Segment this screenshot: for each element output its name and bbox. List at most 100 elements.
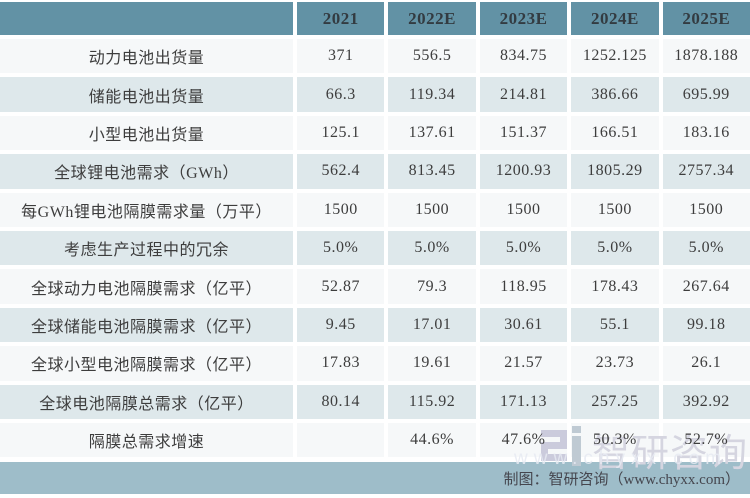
value-cell: 556.5: [388, 39, 476, 74]
row-label-text: 全球锂电池需求（GWh）: [54, 165, 239, 183]
value-cell-text: 834.75: [499, 47, 547, 65]
header-empty-cell: [0, 2, 293, 35]
value-cell: 55.1: [571, 307, 659, 343]
row-label-text: 全球电池隔膜总需求（亿平）: [39, 395, 254, 413]
value-cell: 695.99: [662, 77, 750, 112]
header-cell-2021: 2021: [297, 2, 385, 35]
value-cell: 1500: [479, 192, 568, 227]
value-cell: 5.0%: [479, 230, 568, 266]
value-cell: 257.25: [571, 384, 659, 419]
value-cell: 2757.34: [662, 154, 750, 189]
value-cell: 813.45: [388, 154, 476, 189]
value-cell-text: 695.99: [682, 85, 730, 103]
header-cell-2021-text: 2021: [322, 8, 359, 28]
row-label: 储能电池出货量: [0, 77, 293, 112]
value-cell-text: 171.13: [499, 392, 547, 410]
value-cell-text: 214.81: [499, 85, 547, 103]
value-cell-text: 44.6%: [410, 431, 454, 449]
header-cell-2023E: 2023E: [479, 2, 568, 35]
value-cell-text: 9.45: [325, 315, 356, 333]
value-cell: 50.3%: [571, 422, 659, 458]
value-cell: 66.3: [297, 77, 385, 112]
value-cell: 19.61: [388, 346, 476, 381]
value-cell: 9.45: [297, 307, 385, 343]
value-cell: 1500: [297, 192, 385, 227]
value-cell-text: 52.87: [321, 277, 360, 295]
row-label: 全球动力电池隔膜需求（亿平）: [0, 269, 293, 304]
value-cell-text: 79.3: [417, 277, 448, 295]
header-cell-2025E: 2025E: [662, 2, 750, 35]
value-cell: 99.18: [662, 307, 750, 343]
value-cell: 178.43: [571, 269, 659, 304]
value-cell-text: 2757.34: [678, 162, 735, 180]
value-cell-text: 99.18: [687, 315, 726, 333]
value-cell-text: 119.34: [408, 85, 456, 103]
row-label-text: 储能电池出货量: [88, 88, 205, 106]
value-cell: 1805.29: [571, 154, 659, 189]
value-cell-text: 5.0%: [688, 239, 724, 257]
value-cell: 137.61: [388, 115, 476, 151]
value-cell-text: 813.45: [408, 162, 456, 180]
value-cell: 1500: [571, 192, 659, 227]
value-cell-text: 267.64: [682, 277, 730, 295]
value-cell: 119.34: [388, 77, 476, 112]
value-cell-text: 17.01: [412, 315, 452, 333]
header-cell-2023E-text: 2023E: [499, 8, 548, 28]
value-cell-text: 1500: [323, 200, 358, 218]
value-cell: 1878.188: [662, 39, 750, 74]
value-cell: 5.0%: [662, 230, 750, 266]
value-cell-text: 386.66: [591, 85, 639, 103]
row-label: 动力电池出货量: [0, 39, 293, 74]
value-cell-text: 183.16: [682, 123, 730, 141]
value-cell-text: 47.6%: [501, 431, 546, 449]
row-label-text: 每GWh锂电池隔膜需求量（万平）: [21, 203, 272, 221]
value-cell: 562.4: [297, 154, 385, 189]
row-label: 全球小型电池隔膜需求（亿平）: [0, 346, 293, 381]
value-cell-text: 178.43: [591, 277, 639, 295]
value-cell: 21.57: [479, 346, 568, 381]
header-cell-2025E-text: 2025E: [682, 8, 731, 28]
value-cell-text: 257.25: [591, 392, 639, 410]
value-cell-text: 52.7%: [684, 431, 729, 449]
value-cell-text: 125.1: [321, 123, 360, 141]
value-cell-text: 50.3%: [592, 431, 637, 449]
header-cell-2022E-text: 2022E: [408, 8, 457, 28]
value-cell: 23.73: [571, 346, 659, 381]
footer-credit-text: 制图：智研咨询（www.chyxx.com）: [503, 471, 740, 488]
row-label-text: 小型电池出货量: [88, 126, 205, 144]
value-cell: [297, 422, 385, 458]
value-cell: 26.1: [662, 346, 750, 381]
value-cell-text: 137.61: [408, 123, 456, 141]
row-label: 隔膜总需求增速: [0, 422, 293, 458]
value-cell: 1200.93: [479, 154, 568, 189]
row-label-text: 全球小型电池隔膜需求（亿平）: [30, 357, 262, 375]
value-cell-text: 1500: [415, 200, 450, 218]
value-cell: 30.61: [479, 307, 568, 343]
value-cell: 171.13: [479, 384, 568, 419]
value-cell: 17.83: [297, 346, 385, 381]
value-cell-text: 5.0%: [323, 239, 359, 257]
data-table: 2021 2022E 2023E 2024E 2025E 动力电池出货量 371 556.5 8…: [0, 2, 750, 458]
value-cell-text: 17.83: [321, 354, 360, 372]
value-cell-text: 30.61: [504, 315, 543, 333]
value-cell-text: 80.14: [321, 392, 360, 410]
header-cell-2024E: 2024E: [571, 2, 659, 35]
value-cell-text: 1500: [506, 200, 541, 218]
value-cell: 118.95: [479, 269, 568, 304]
value-cell-text: 26.1: [691, 354, 722, 372]
row-label: 全球锂电池需求（GWh）: [0, 154, 293, 189]
value-cell-text: 562.4: [321, 162, 360, 180]
value-cell-text: 1200.93: [495, 162, 552, 180]
value-cell: 115.92: [388, 384, 476, 419]
value-cell: 47.6%: [479, 422, 568, 458]
row-label-text: 全球动力电池隔膜需求（亿平）: [30, 280, 262, 298]
value-cell-text: 66.3: [325, 85, 356, 103]
value-cell: 392.92: [662, 384, 750, 419]
value-cell: 17.01: [388, 307, 476, 343]
row-label-text: 全球储能电池隔膜需求（亿平）: [30, 318, 262, 336]
value-cell: 125.1: [297, 115, 385, 151]
value-cell-text: 166.51: [591, 123, 639, 141]
row-label-text: 隔膜总需求增速: [88, 434, 205, 452]
value-cell-text: 371: [327, 47, 354, 65]
